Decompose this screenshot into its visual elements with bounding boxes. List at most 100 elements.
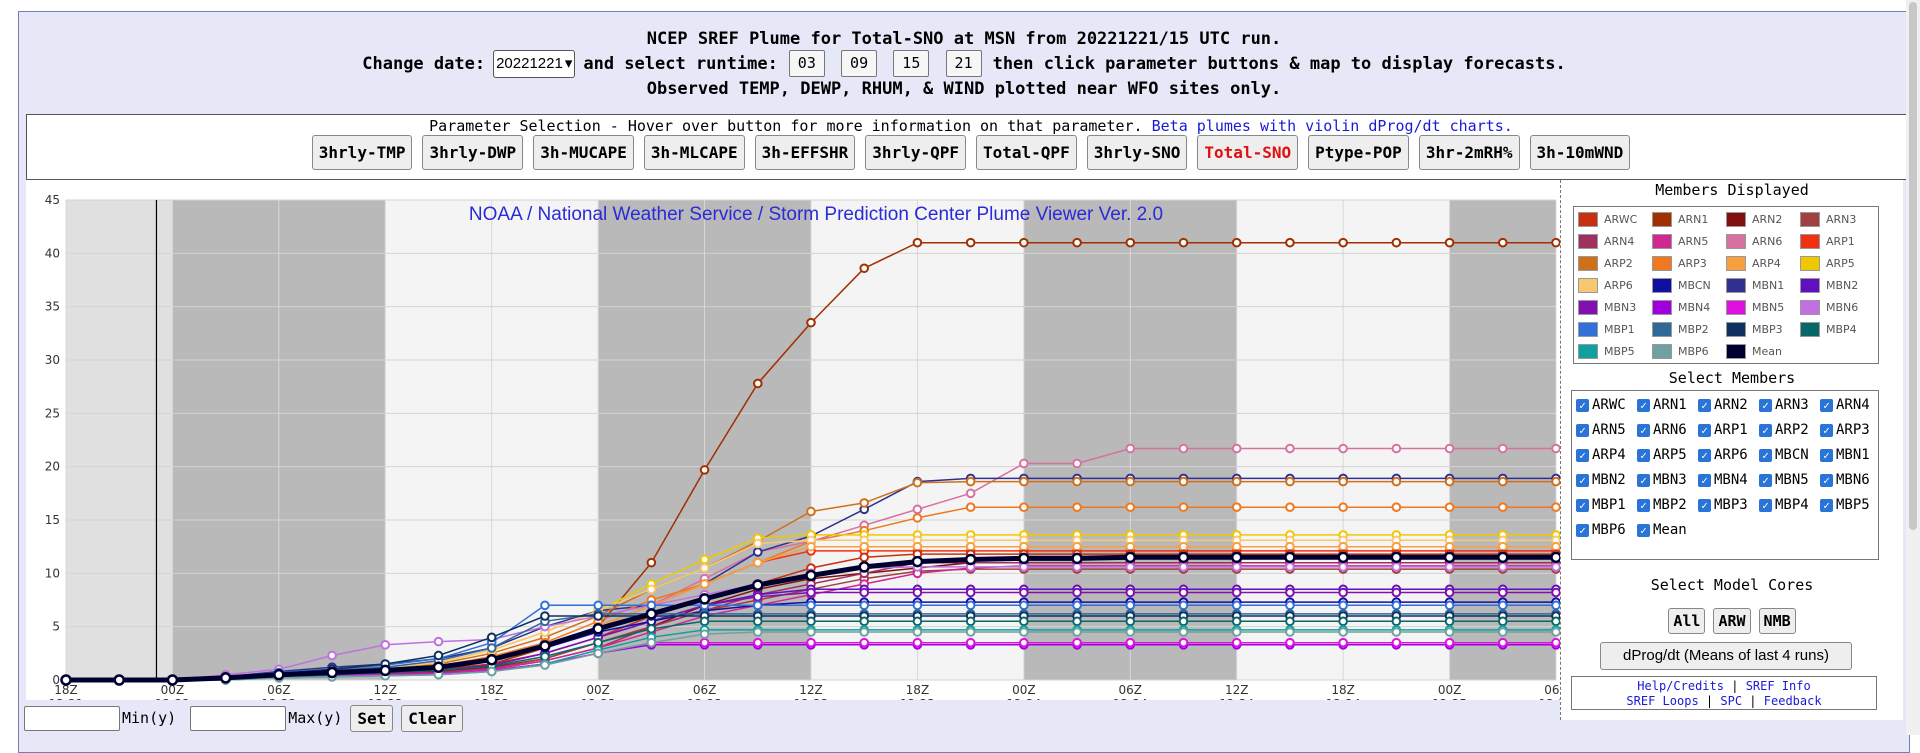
member-checkbox-mbcn[interactable]: ✓ MBCN	[1759, 445, 1820, 465]
checkbox-checked-icon[interactable]: ✓	[1698, 473, 1711, 487]
spc-link[interactable]: SPC	[1720, 694, 1743, 708]
member-checkbox-arp3[interactable]: ✓ ARP3	[1820, 420, 1881, 440]
member-checkbox-mbn4[interactable]: ✓ MBN4	[1698, 470, 1759, 490]
param-button-3hr-2mrh-[interactable]: 3hr-2mRH%	[1418, 135, 1520, 170]
param-button-total-sno[interactable]: Total-SNO	[1197, 135, 1299, 170]
member-checkbox-arp6[interactable]: ✓ ARP6	[1698, 445, 1759, 465]
plume-chart[interactable]: 05101520253035404518Z12-2100Z12-2206Z12-…	[26, 180, 1564, 700]
checkbox-checked-icon[interactable]: ✓	[1576, 423, 1589, 437]
param-button-total-qpf[interactable]: Total-QPF	[976, 135, 1077, 170]
checkbox-checked-icon[interactable]: ✓	[1759, 498, 1772, 512]
date-select[interactable]: 20221221 ▾	[493, 49, 576, 78]
scrollbar-thumb[interactable]	[1909, 2, 1917, 530]
vertical-scrollbar[interactable]	[1906, 0, 1920, 735]
checkbox-checked-icon[interactable]: ✓	[1759, 398, 1772, 412]
member-checkbox-mbp5[interactable]: ✓ MBP5	[1820, 495, 1881, 515]
legend-item-arn3: ARN3	[1800, 210, 1874, 228]
checkbox-checked-icon[interactable]: ✓	[1576, 473, 1589, 487]
checkbox-checked-icon[interactable]: ✓	[1759, 473, 1772, 487]
sref-info-link[interactable]: SREF Info	[1745, 679, 1811, 693]
param-button-3h-mlcape[interactable]: 3h-MLCAPE	[643, 135, 745, 170]
dusk-band	[66, 200, 173, 680]
param-button-3hrly-qpf[interactable]: 3hrly-QPF	[865, 135, 966, 170]
runtime-button-09[interactable]: 09	[841, 50, 878, 77]
series-point-mbn3	[752, 592, 763, 602]
member-checkbox-arn3[interactable]: ✓ ARN3	[1759, 395, 1820, 415]
runtime-button-21[interactable]: 21	[945, 50, 982, 77]
checkbox-checked-icon[interactable]: ✓	[1637, 473, 1650, 487]
checkbox-checked-icon[interactable]: ✓	[1698, 398, 1711, 412]
dprog-dt-button[interactable]: dProg/dt (Means of last 4 runs)	[1600, 642, 1852, 670]
series-point-arn1	[1551, 237, 1561, 248]
member-checkbox-mean[interactable]: ✓ Mean	[1637, 520, 1698, 540]
member-checkbox-mbn6[interactable]: ✓ MBN6	[1820, 470, 1881, 490]
member-checkbox-arn5[interactable]: ✓ ARN5	[1576, 420, 1637, 440]
member-checkbox-mbp2[interactable]: ✓ MBP2	[1637, 495, 1698, 515]
min-y-input[interactable]	[24, 705, 120, 731]
param-button-3h-mucape[interactable]: 3h-MUCAPE	[533, 135, 634, 170]
core-all-button[interactable]: All	[1668, 608, 1706, 634]
member-checkbox-arp1[interactable]: ✓ ARP1	[1698, 420, 1759, 440]
param-button-3hrly-dwp[interactable]: 3hrly-DWP	[422, 135, 524, 170]
member-checkbox-mbp6[interactable]: ✓ MBP6	[1576, 520, 1637, 540]
member-checkbox-arn4[interactable]: ✓ ARN4	[1820, 395, 1881, 415]
legend-item-arn1: ARN1	[1652, 210, 1726, 228]
series-point-mbp4	[593, 637, 603, 648]
member-checkbox-arp4[interactable]: ✓ ARP4	[1576, 445, 1637, 465]
runtime-button-03[interactable]: 03	[788, 50, 825, 77]
param-button-3hrly-tmp[interactable]: 3hrly-TMP	[311, 135, 413, 170]
member-checkbox-mbn1[interactable]: ✓ MBN1	[1820, 445, 1881, 465]
member-checkbox-arwc[interactable]: ✓ ARWC	[1576, 395, 1637, 415]
core-arw-button[interactable]: ARW	[1713, 608, 1751, 634]
runtime-button-15[interactable]: 15	[893, 50, 930, 77]
member-checkbox-arn1[interactable]: ✓ ARN1	[1637, 395, 1698, 415]
param-button-3hrly-sno[interactable]: 3hrly-SNO	[1086, 135, 1188, 170]
help-credits-link[interactable]: Help/Credits	[1637, 679, 1724, 693]
checkbox-checked-icon[interactable]: ✓	[1576, 398, 1589, 412]
checkbox-checked-icon[interactable]: ✓	[1820, 498, 1833, 512]
member-checkbox-arp2[interactable]: ✓ ARP2	[1759, 420, 1820, 440]
parameter-buttons: 3hrly-TMP 3hrly-DWP 3h-MUCAPE 3h-MLCAPE 3h-E…	[27, 135, 1915, 170]
checkbox-checked-icon[interactable]: ✓	[1820, 423, 1833, 437]
param-button-3h-10mwnd[interactable]: 3h-10mWND	[1529, 135, 1631, 170]
feedback-link[interactable]: Feedback	[1763, 694, 1822, 708]
checkbox-checked-icon[interactable]: ✓	[1698, 423, 1711, 437]
member-checkbox-arn2[interactable]: ✓ ARN2	[1698, 395, 1759, 415]
checkbox-checked-icon[interactable]: ✓	[1820, 473, 1833, 487]
member-checkbox-label: MBP6	[1592, 522, 1626, 538]
max-y-input[interactable]	[190, 705, 287, 731]
checkbox-checked-icon[interactable]: ✓	[1576, 448, 1589, 462]
set-button[interactable]: Set	[350, 704, 394, 732]
checkbox-checked-icon[interactable]: ✓	[1759, 448, 1772, 462]
member-checkbox-arp5[interactable]: ✓ ARP5	[1637, 445, 1698, 465]
series-point-mean	[698, 593, 711, 605]
sref-loops-link[interactable]: SREF Loops	[1626, 694, 1699, 708]
member-checkbox-mbn2[interactable]: ✓ MBN2	[1576, 470, 1637, 490]
checkbox-checked-icon[interactable]: ✓	[1576, 523, 1589, 537]
checkbox-checked-icon[interactable]: ✓	[1820, 448, 1833, 462]
member-checkbox-mbp3[interactable]: ✓ MBP3	[1698, 495, 1759, 515]
member-checkbox-mbn5[interactable]: ✓ MBN5	[1759, 470, 1820, 490]
checkbox-checked-icon[interactable]: ✓	[1637, 398, 1650, 412]
checkbox-checked-icon[interactable]: ✓	[1698, 448, 1711, 462]
checkbox-checked-icon[interactable]: ✓	[1637, 423, 1650, 437]
member-checkbox-mbn3[interactable]: ✓ MBN3	[1637, 470, 1698, 490]
checkbox-checked-icon[interactable]: ✓	[1759, 423, 1772, 437]
clear-button[interactable]: Clear	[401, 704, 464, 732]
member-checkbox-mbp4[interactable]: ✓ MBP4	[1759, 495, 1820, 515]
checkbox-checked-icon[interactable]: ✓	[1637, 498, 1650, 512]
member-checkbox-mbp1[interactable]: ✓ MBP1	[1576, 495, 1637, 515]
member-checkbox-arn6[interactable]: ✓ ARN6	[1637, 420, 1698, 440]
member-checkbox-label: ARN3	[1775, 397, 1809, 413]
checkbox-checked-icon[interactable]: ✓	[1576, 498, 1589, 512]
checkbox-checked-icon[interactable]: ✓	[1698, 498, 1711, 512]
checkbox-checked-icon[interactable]: ✓	[1820, 398, 1833, 412]
series-point-mbp6	[1551, 627, 1561, 637]
param-button-ptype-pop[interactable]: Ptype-POP	[1308, 135, 1409, 170]
checkbox-checked-icon[interactable]: ✓	[1637, 523, 1650, 537]
param-button-3h-effshr[interactable]: 3h-EFFSHR	[754, 135, 856, 170]
series-point-mbp2	[486, 643, 497, 653]
checkbox-checked-icon[interactable]: ✓	[1637, 448, 1650, 462]
beta-plumes-link[interactable]: Beta plumes with violin dProg/dt charts.	[1151, 117, 1513, 135]
core-nmb-button[interactable]: NMB	[1758, 608, 1796, 634]
